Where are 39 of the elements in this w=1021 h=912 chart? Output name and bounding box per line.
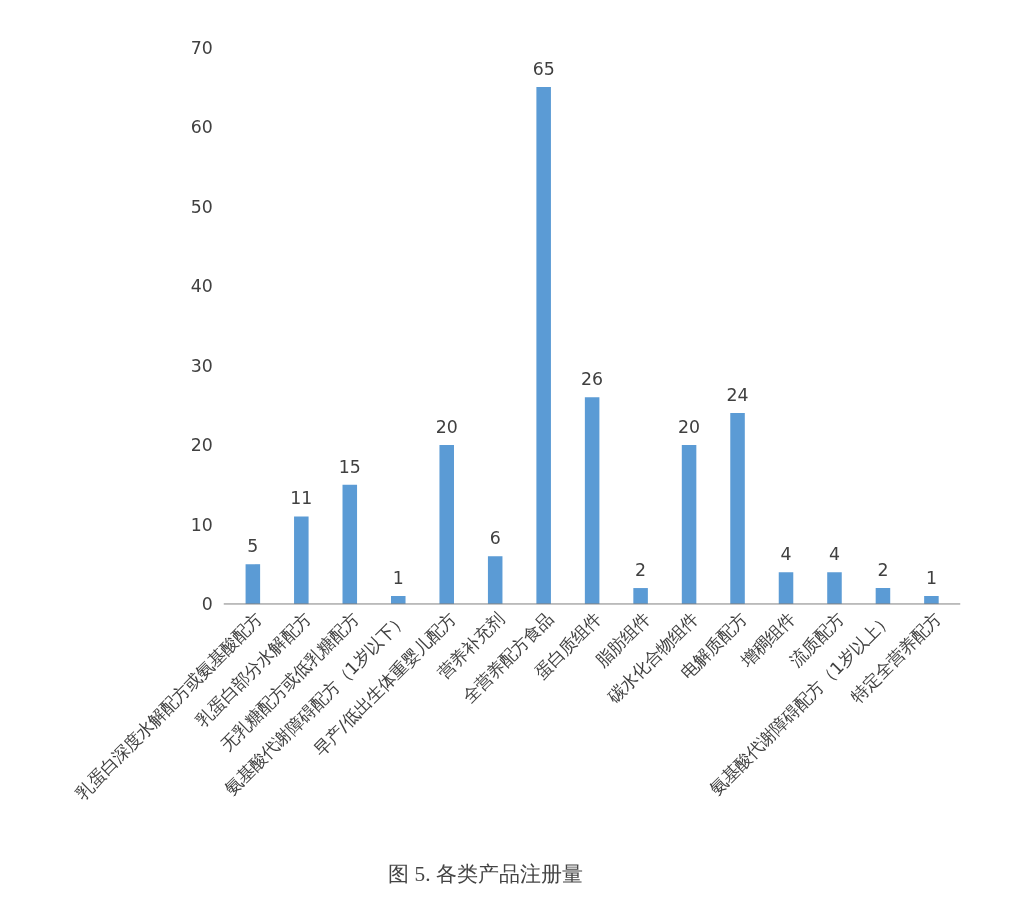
data-label: 24 [726,385,749,406]
data-label: 26 [581,369,604,390]
bar [390,596,406,604]
bar [827,572,842,604]
data-label: 1 [392,568,404,589]
bar [439,444,454,604]
bar [681,444,697,604]
bar [730,413,745,604]
data-label: 20 [435,416,458,437]
y-tick-label: 70 [190,37,213,58]
data-label: 11 [290,488,313,509]
y-tick-label: 0 [201,594,213,615]
bar [536,86,551,604]
data-label: 15 [338,456,361,477]
bar [633,588,648,604]
text: 图 5. 各类产品注册量 [388,861,583,886]
y-tick-label: 60 [190,117,213,138]
y-tick-label: 30 [190,355,213,376]
bar [487,556,503,604]
y-tick-label: 40 [190,276,213,297]
data-label: 5 [247,536,259,557]
y-tick-label: 50 [190,196,213,217]
bar [875,588,891,604]
data-label: 1 [925,568,937,589]
data-label: 6 [489,528,501,549]
bar [924,596,939,604]
data-label: 2 [877,560,889,581]
y-tick-label: 10 [190,514,213,535]
bar [245,564,261,604]
bar [294,516,309,604]
bar [778,572,794,604]
data-label: 2 [635,560,647,581]
bar [584,397,600,604]
data-label: 4 [828,544,840,565]
data-label: 4 [780,544,792,565]
y-tick-label: 20 [190,435,213,456]
bar [342,484,358,604]
data-label: 65 [532,58,555,79]
data-label: 20 [678,416,701,437]
